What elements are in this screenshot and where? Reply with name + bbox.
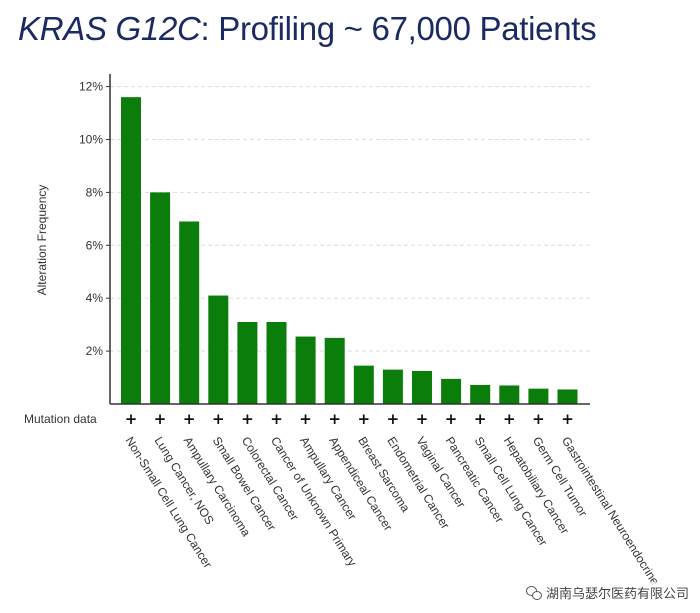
mutation-marker: + [328, 410, 341, 428]
title-rest: : Profiling ~ 67,000 Patients [200, 10, 597, 47]
y-axis-ticks: 2% 4% 6% 8% 10% 12% [79, 80, 110, 358]
bar [208, 295, 229, 404]
mutation-marker: + [241, 410, 254, 428]
bar [441, 378, 462, 404]
bar [295, 336, 316, 404]
bar [121, 97, 141, 405]
bars [121, 97, 578, 405]
bar [179, 221, 200, 404]
y-tick-label: 6% [86, 238, 104, 252]
watermark-text: 湖南乌瑟尔医药有限公司 [545, 587, 689, 602]
mutation-marker: + [387, 410, 400, 428]
bar [150, 192, 171, 404]
mutation-marker: + [270, 410, 283, 428]
bar [557, 389, 578, 404]
bar [353, 365, 374, 404]
mutation-data-label: Mutation data [24, 412, 97, 426]
mutation-marker: + [532, 410, 545, 428]
mutation-marker: + [299, 410, 312, 428]
mutation-marker: + [125, 410, 138, 428]
bar [499, 385, 520, 404]
watermark: 湖南乌瑟尔医药有限公司 [522, 582, 692, 603]
mutation-markers: + + + + + + + + + + + + + + + + [125, 410, 574, 428]
mutation-marker: + [154, 410, 167, 428]
y-tick-label: 12% [79, 80, 103, 94]
page-title: KRAS G12C: Profiling ~ 67,000 Patients [18, 10, 597, 48]
y-tick-label: 2% [86, 344, 104, 358]
title-emphasis: KRAS G12C [18, 10, 201, 47]
bar [470, 384, 491, 404]
mutation-marker: + [358, 410, 371, 428]
y-tick-label: 4% [86, 291, 104, 305]
mutation-marker: + [503, 410, 516, 428]
y-tick-label: 8% [86, 185, 104, 199]
mutation-marker: + [183, 410, 196, 428]
mutation-marker: + [416, 410, 429, 428]
bar [412, 370, 432, 404]
bar [382, 369, 403, 404]
wechat-icon [525, 585, 542, 600]
mutation-marker: + [561, 410, 574, 428]
mutation-marker: + [474, 410, 487, 428]
bar [324, 337, 345, 404]
y-tick-label: 10% [79, 132, 103, 146]
bar [237, 322, 258, 404]
mutation-marker: + [445, 410, 458, 428]
bar [266, 322, 287, 404]
mutation-marker: + [212, 410, 225, 428]
bar [528, 388, 549, 404]
y-axis-title: Alteration Frequency [35, 185, 49, 296]
